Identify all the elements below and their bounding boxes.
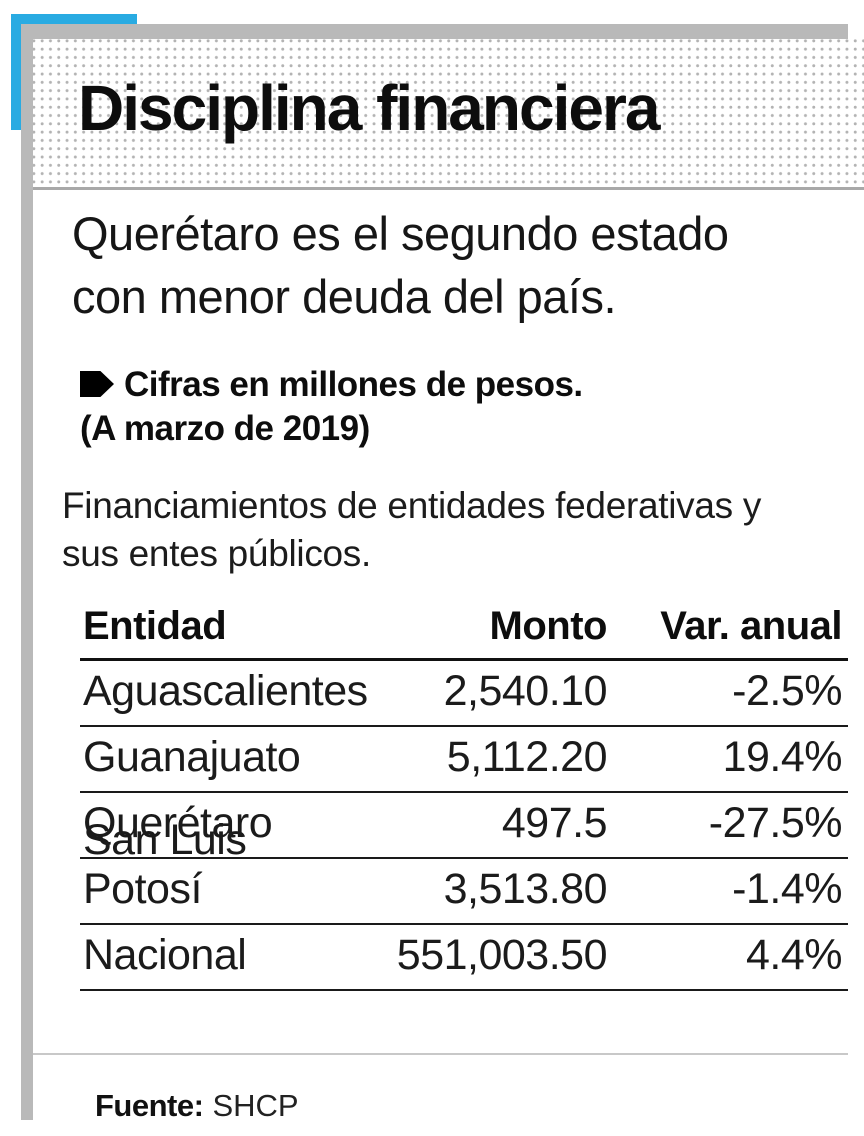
subtitle: Querétaro es el segundo estado con menor…	[72, 207, 729, 323]
table-header-row: Entidad Monto Var. anual	[80, 598, 848, 661]
table-row: Guanajuato 5,112.20 19.4%	[80, 727, 848, 793]
cell-var-anual: -27.5%	[708, 799, 843, 847]
cell-monto: 3,513.80	[443, 865, 608, 913]
page-title: Disciplina financiera	[78, 72, 660, 144]
left-frame-bar	[21, 24, 33, 1120]
cell-entidad: San Luis Potosí	[83, 816, 247, 913]
col-header-var-anual: Var. anual	[660, 604, 842, 648]
title-banner: Disciplina financiera	[33, 39, 864, 190]
cell-entidad: Nacional	[83, 931, 247, 979]
source-value: SHCP	[212, 1088, 299, 1123]
cell-var-anual: -2.5%	[732, 667, 842, 715]
cell-monto: 551,003.50	[396, 931, 608, 979]
table-row: San Luis Potosí 3,513.80 -1.4%	[80, 816, 848, 925]
table-row: Aguascalientes 2,540.10 -2.5%	[80, 661, 848, 727]
table-description: Financiamientos de entidades federativas…	[62, 485, 762, 574]
cell-entidad: Querétaro	[83, 799, 273, 847]
col-header-monto: Monto	[489, 604, 608, 648]
cell-monto: 5,112.20	[446, 733, 608, 781]
cell-var-anual: -1.4%	[732, 865, 842, 913]
units-note-line1: Cifras en millones de pesos.	[124, 365, 583, 404]
footer-divider	[33, 1053, 848, 1055]
source-line: Fuente: SHCP	[95, 1088, 299, 1124]
table-row: Nacional 551,003.50 4.4%	[80, 925, 848, 991]
source-label: Fuente:	[95, 1088, 204, 1123]
tag-arrow-icon	[80, 371, 114, 397]
cell-monto: 2,540.10	[443, 667, 608, 715]
col-header-entidad: Entidad	[83, 604, 227, 648]
table-row: Querétaro 497.5 -27.5%	[80, 793, 848, 859]
units-note-line2: (A marzo de 2019)	[80, 409, 370, 448]
cell-entidad: Aguascalientes	[83, 667, 368, 715]
debt-table: Entidad Monto Var. anual Aguascalientes …	[80, 598, 848, 991]
units-note: Cifras en millones de pesos. (A marzo de…	[80, 363, 583, 451]
cell-entidad: Guanajuato	[83, 733, 301, 781]
cell-var-anual: 4.4%	[745, 931, 843, 979]
cell-var-anual: 19.4%	[722, 733, 843, 781]
cell-monto: 497.5	[501, 799, 608, 847]
